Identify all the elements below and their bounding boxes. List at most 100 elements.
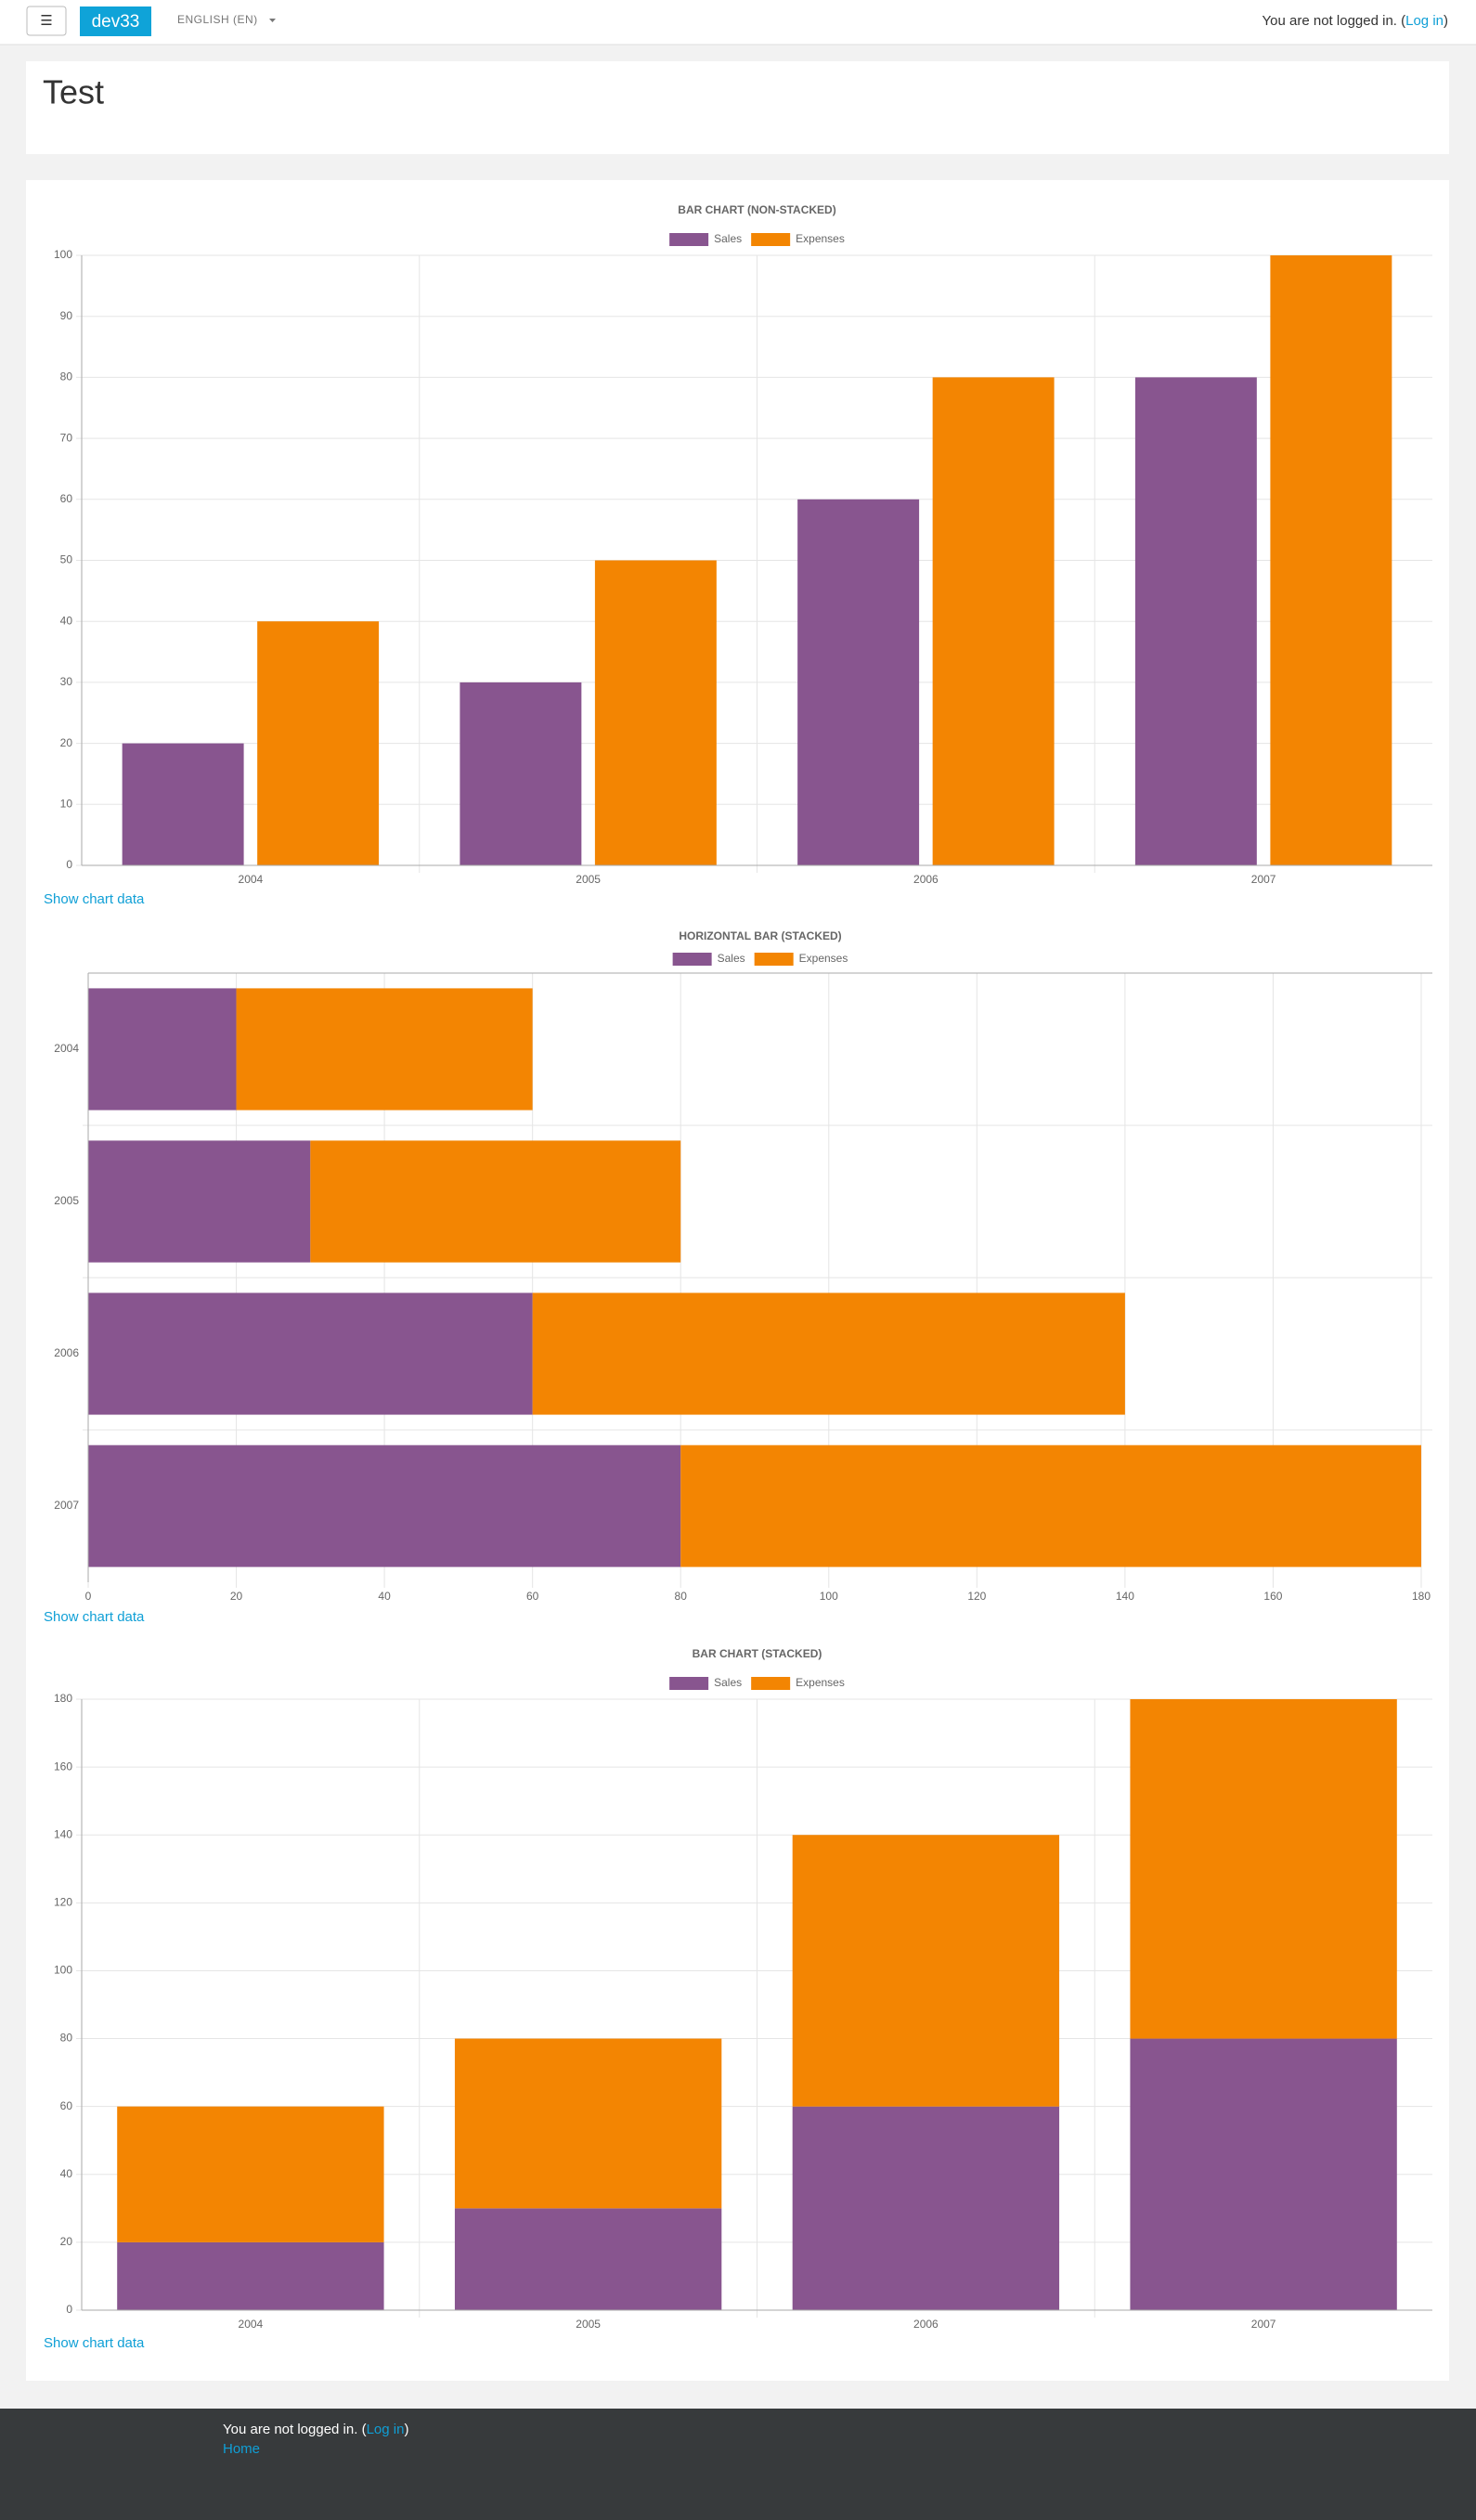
x-tick-label: 2007	[1251, 2318, 1276, 2331]
bar	[117, 2241, 384, 2310]
y-tick-label: 2004	[54, 1042, 79, 1055]
login-info: You are not logged in. (Log in)	[1262, 13, 1448, 29]
x-tick-label: 180	[1412, 1590, 1431, 1603]
bar	[932, 377, 1055, 865]
bar	[88, 1292, 533, 1415]
y-tick-label: 140	[54, 1827, 72, 1840]
show-chart-data-link[interactable]: Show chart data	[44, 891, 145, 907]
home-link[interactable]: Home	[223, 2441, 260, 2457]
y-tick-label: 70	[60, 431, 73, 444]
y-tick-label: 160	[54, 1760, 72, 1773]
x-tick-label: 2006	[913, 873, 939, 886]
footer	[0, 2409, 1476, 2520]
menu-button[interactable]	[26, 6, 67, 36]
y-tick-label: 180	[54, 1692, 72, 1705]
chart-title: Horizontal bar (stacked)	[679, 929, 841, 942]
bar	[680, 1445, 1421, 1567]
bar	[88, 1445, 681, 1567]
chart-title: Bar chart (stacked)	[693, 1647, 822, 1660]
x-tick-label: 140	[1116, 1590, 1134, 1603]
site-name[interactable]: dev33	[92, 12, 140, 32]
y-tick-label: 120	[54, 1896, 72, 1909]
navbar	[0, 0, 1476, 45]
x-tick-label: 2006	[913, 2318, 939, 2331]
show-chart-data-link[interactable]: Show chart data	[44, 2335, 145, 2351]
bar	[310, 1140, 681, 1263]
y-tick-label: 60	[60, 492, 73, 505]
legend-swatch	[751, 1677, 791, 1690]
x-tick-label: 0	[85, 1590, 92, 1603]
bar	[122, 743, 244, 865]
y-tick-label: 2006	[54, 1346, 79, 1359]
x-tick-label: 2007	[1251, 873, 1276, 886]
y-tick-label: 10	[60, 797, 73, 810]
bar	[792, 1835, 1060, 2107]
legend-swatch	[669, 1677, 709, 1690]
legend-swatch	[754, 953, 794, 966]
bar	[1134, 377, 1257, 865]
y-tick-label: 100	[54, 248, 72, 261]
legend-label: Sales	[718, 952, 745, 965]
bar	[1130, 1699, 1397, 2039]
bar	[792, 2106, 1060, 2310]
header-card	[26, 61, 1449, 154]
bar	[1270, 255, 1392, 865]
bar	[117, 2106, 384, 2242]
y-tick-label: 100	[54, 1964, 72, 1977]
y-tick-label: 20	[60, 736, 73, 749]
y-tick-label: 80	[60, 370, 73, 383]
x-tick-label: 2005	[576, 2318, 601, 2331]
language-caret	[269, 19, 276, 22]
bar	[594, 560, 717, 865]
bar	[257, 621, 380, 865]
y-tick-label: 60	[60, 2099, 73, 2112]
x-tick-label: 60	[526, 1590, 539, 1603]
x-tick-label: 2005	[576, 873, 601, 886]
legend-label: Expenses	[796, 232, 845, 245]
y-tick-label: 50	[60, 553, 73, 566]
bar	[454, 2038, 722, 2209]
show-chart-data-link[interactable]: Show chart data	[44, 1609, 145, 1625]
y-tick-label: 40	[60, 614, 73, 627]
bar	[236, 988, 533, 1111]
footer-login-info: You are not logged in. (Log in)	[223, 2422, 408, 2437]
legend-swatch	[751, 233, 791, 246]
y-tick-label: 80	[60, 2032, 73, 2045]
y-tick-label: 90	[60, 309, 73, 322]
bar	[88, 988, 237, 1111]
login-link[interactable]: Log in	[367, 2422, 405, 2437]
login-link[interactable]: Log in	[1405, 13, 1444, 29]
login-text: You are not logged in. (	[1262, 13, 1406, 29]
legend-label: Sales	[714, 232, 742, 245]
legend-swatch	[672, 953, 712, 966]
y-tick-label: 30	[60, 675, 73, 688]
y-tick-label: 2007	[54, 1499, 79, 1512]
legend-label: Expenses	[796, 1676, 845, 1689]
y-tick-label: 20	[60, 2235, 73, 2248]
login-text: )	[1444, 13, 1448, 29]
bar	[1130, 2038, 1397, 2310]
x-tick-label: 100	[820, 1590, 838, 1603]
x-tick-label: 2004	[239, 2318, 264, 2331]
x-tick-label: 2004	[239, 873, 264, 886]
legend-label: Expenses	[799, 952, 848, 965]
y-tick-label: 2005	[54, 1194, 79, 1207]
bar	[88, 1140, 311, 1263]
x-tick-label: 80	[675, 1590, 688, 1603]
bar	[797, 499, 920, 865]
site-name-box[interactable]	[80, 6, 151, 36]
y-tick-label: 40	[60, 2167, 73, 2180]
bar	[460, 682, 582, 865]
legend-label: Sales	[714, 1676, 742, 1689]
login-text: You are not logged in. (	[223, 2422, 367, 2437]
legend-swatch	[669, 233, 709, 246]
x-tick-label: 120	[967, 1590, 986, 1603]
menu-icon[interactable]: ☰	[40, 13, 52, 29]
language-menu[interactable]: ENGLISH (EN)	[177, 13, 258, 26]
bar	[532, 1292, 1125, 1415]
chart-title: Bar chart (non-stacked)	[678, 203, 835, 216]
x-tick-label: 40	[378, 1590, 391, 1603]
x-tick-label: 20	[230, 1590, 243, 1603]
login-text: )	[404, 2422, 408, 2437]
